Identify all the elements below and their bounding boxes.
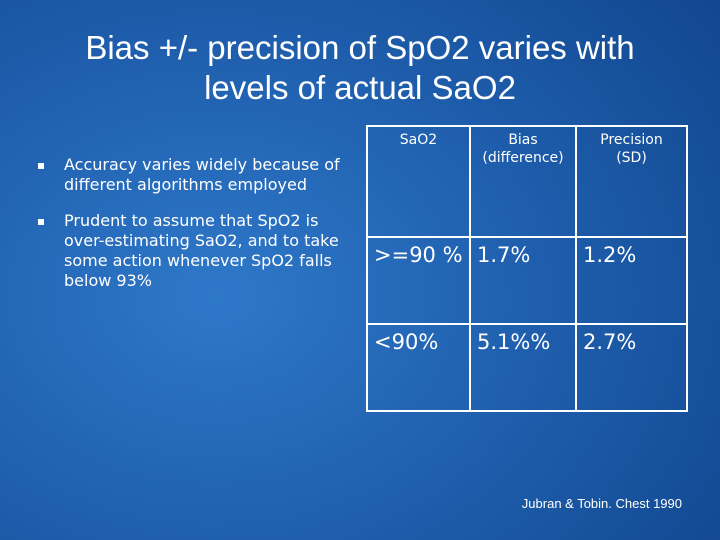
- bullet-list: Accuracy varies widely because of differ…: [36, 155, 346, 307]
- header-bias: Bias (difference): [469, 125, 577, 238]
- table-row: <90% 5.1%% 2.7%: [366, 322, 688, 413]
- bullet-item: Prudent to assume that SpO2 is over-esti…: [36, 211, 346, 291]
- header-sao2: SaO2: [366, 125, 471, 238]
- cell-precision: 1.2%: [575, 235, 688, 325]
- cell-bias: 5.1%%: [469, 322, 577, 413]
- table-row: >=90 % 1.7% 1.2%: [366, 235, 688, 325]
- table-header-row: SaO2 Bias (difference) Precision (SD): [366, 125, 688, 238]
- header-precision: Precision (SD): [575, 125, 688, 238]
- cell-precision: 2.7%: [575, 322, 688, 413]
- cell-sao2: >=90 %: [366, 235, 471, 325]
- bias-precision-table: SaO2 Bias (difference) Precision (SD) >=…: [366, 125, 688, 413]
- cell-bias: 1.7%: [469, 235, 577, 325]
- slide-title: Bias +/- precision of SpO2 varies with l…: [85, 29, 635, 106]
- citation: Jubran & Tobin. Chest 1990: [521, 496, 682, 511]
- cell-sao2: <90%: [366, 322, 471, 413]
- bullet-item: Accuracy varies widely because of differ…: [36, 155, 346, 195]
